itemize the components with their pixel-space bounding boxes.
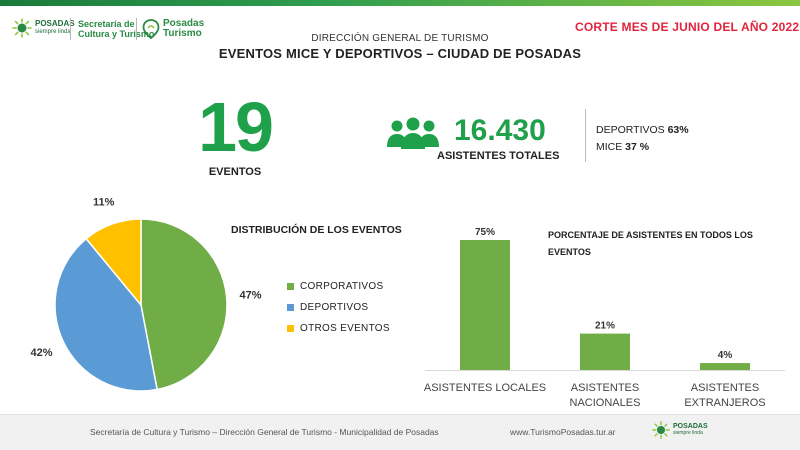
- split-value: 63%: [667, 124, 689, 136]
- split-divider: [585, 109, 586, 162]
- posadas-logo-name: POSADAS: [35, 19, 75, 28]
- posadas-sun-icon: [652, 421, 670, 439]
- turismo-line1: Posadas: [163, 18, 205, 29]
- pie-data-label: 11%: [93, 197, 115, 209]
- footer-posadas-logo: POSADAS siempre linda: [652, 421, 708, 439]
- bar-data-label: 4%: [718, 350, 733, 361]
- events-pie-chart: 47% 42% 11%: [30, 197, 262, 392]
- page-title: EVENTOS MICE Y DEPORTIVOS – CIUDAD DE PO…: [218, 46, 582, 61]
- legend-label: CORPORATIVOS: [300, 281, 384, 292]
- bar-chart-title: PORCENTAJE DE ASISTENTES EN TODOS LOS EV…: [548, 230, 753, 257]
- bar-category-label: ASISTENTES LOCALES: [424, 382, 546, 394]
- attendees-bar-chart: 75% ASISTENTES LOCALES 21% ASISTENTES NACION…: [424, 227, 785, 409]
- split-label: MICE: [596, 141, 623, 153]
- bar: [580, 333, 630, 370]
- legend-item: DEPORTIVOS: [287, 297, 390, 318]
- footer-credits: Secretaría de Cultura y Turismo – Direcc…: [90, 427, 439, 437]
- logo-divider: [136, 18, 137, 40]
- pie-data-label: 47%: [239, 290, 261, 302]
- cut-date-label: CORTE MES DE JUNIO DEL AÑO 2022: [575, 20, 800, 34]
- posadas-logo-tagline: siempre linda: [35, 29, 71, 35]
- pie-data-label: 42%: [30, 347, 52, 359]
- footer-logo-name: POSADAS: [673, 423, 708, 430]
- secretaria-logo: Secretaría de Cultura y Turismo: [78, 19, 154, 39]
- secretaria-line2: Cultura y Turismo: [78, 29, 155, 39]
- posadas-logo: POSADAS siempre linda: [12, 18, 75, 38]
- pie-slice-deportivos: [54, 237, 158, 392]
- top-accent-bar: [0, 0, 800, 6]
- bar-category-label: ASISTENTES: [571, 382, 639, 394]
- posadas-sun-icon: [12, 18, 32, 38]
- legend-item: CORPORATIVOS: [287, 276, 390, 297]
- bar-category-label: NACIONALES: [570, 397, 641, 409]
- map-pin-icon: [142, 19, 160, 39]
- footer-url-link[interactable]: www.TurismoPosadas.tur.ar: [510, 427, 616, 437]
- attendees-total: 16.430: [454, 114, 546, 147]
- bar-category-label: ASISTENTES: [691, 382, 759, 394]
- legend-swatch: [287, 283, 294, 290]
- page-subtitle: DIRECCIÓN GENERAL DE TURISMO: [311, 33, 489, 44]
- bar: [460, 240, 510, 370]
- logo-divider: [70, 18, 71, 40]
- posadas-turismo-logo: Posadas Turismo: [142, 19, 204, 39]
- bar-data-label: 75%: [475, 227, 495, 238]
- people-group-icon: [387, 117, 439, 149]
- legend-swatch: [287, 325, 294, 332]
- events-count: 19: [198, 88, 274, 166]
- split-deportivos: DEPORTIVOS 63%: [596, 124, 689, 136]
- split-value: 37 %: [625, 141, 650, 153]
- secretaria-line1: Secretaría de: [78, 19, 135, 29]
- legend-label: OTROS EVENTOS: [300, 323, 390, 334]
- legend-item: OTROS EVENTOS: [287, 318, 390, 339]
- pie-slice-corporativos: [140, 218, 228, 391]
- footer: Secretaría de Cultura y Turismo – Direcc…: [0, 414, 800, 450]
- events-label: EVENTOS: [208, 166, 262, 178]
- footer-logo-tagline: siempre linda: [673, 430, 703, 436]
- bar: [700, 363, 750, 370]
- legend-label: DEPORTIVOS: [300, 302, 369, 313]
- split-mice: MICE 37 %: [596, 141, 649, 153]
- legend-swatch: [287, 304, 294, 311]
- pie-legend: CORPORATIVOS DEPORTIVOS OTROS EVENTOS: [287, 276, 390, 339]
- split-label: DEPORTIVOS: [596, 124, 665, 136]
- pie-chart-title: DISTRIBUCIÓN DE LOS EVENTOS: [231, 224, 402, 236]
- bar-category-label: EXTRANJEROS: [684, 397, 765, 409]
- turismo-line2: Turismo: [163, 28, 202, 39]
- attendees-label: ASISTENTES TOTALES: [437, 150, 560, 162]
- pie-slice-otros-eventos: [85, 218, 142, 308]
- bar-data-label: 21%: [595, 321, 615, 332]
